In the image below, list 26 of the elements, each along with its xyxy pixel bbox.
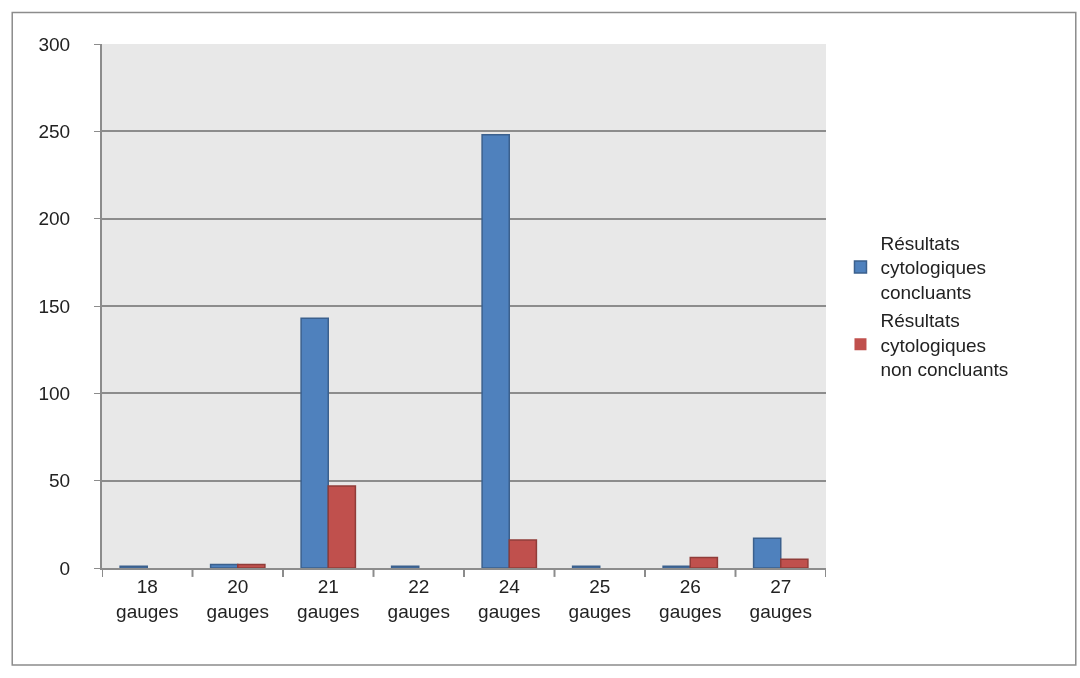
x-tick-label: 27 gauges — [749, 575, 812, 622]
bar — [689, 556, 719, 568]
bar — [752, 537, 782, 568]
x-tick-label: 25 gauges — [568, 575, 631, 622]
y-tick-label: 100 — [38, 382, 71, 404]
bar — [508, 539, 538, 568]
y-tick-label: 250 — [38, 120, 71, 142]
x-tick-label: 26 gauges — [659, 575, 722, 622]
y-tick-label: 150 — [38, 295, 71, 317]
y-tick-label: 200 — [38, 208, 71, 230]
bar — [237, 563, 266, 568]
y-tick-label: 0 — [59, 557, 71, 579]
legend-label: Résultats cytologiques non concluants — [880, 309, 1009, 381]
x-tick-label: 24 gauges — [478, 575, 541, 622]
bar — [780, 558, 809, 568]
y-tick-label: 300 — [38, 33, 71, 55]
legend-label: Résultats cytologiques concluants — [880, 232, 987, 304]
bar — [300, 317, 329, 568]
x-tick-label: 18 gauges — [116, 575, 179, 622]
x-tick-label: 20 gauges — [206, 575, 269, 622]
x-tick-label: 21 gauges — [297, 575, 360, 622]
x-tick-label: 22 gauges — [387, 575, 450, 622]
bar — [209, 563, 239, 568]
bar — [481, 134, 510, 568]
y-tick-label: 50 — [49, 470, 71, 492]
bar — [327, 485, 357, 568]
